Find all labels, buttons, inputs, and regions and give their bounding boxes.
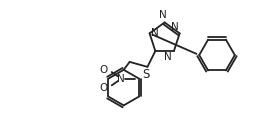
Text: N: N [171,22,179,32]
Text: N: N [118,74,125,84]
Text: O: O [99,83,107,93]
Text: N: N [151,28,158,38]
Text: O: O [99,65,107,75]
Text: S: S [143,68,150,81]
Text: N: N [164,52,172,62]
Text: N: N [159,11,167,20]
